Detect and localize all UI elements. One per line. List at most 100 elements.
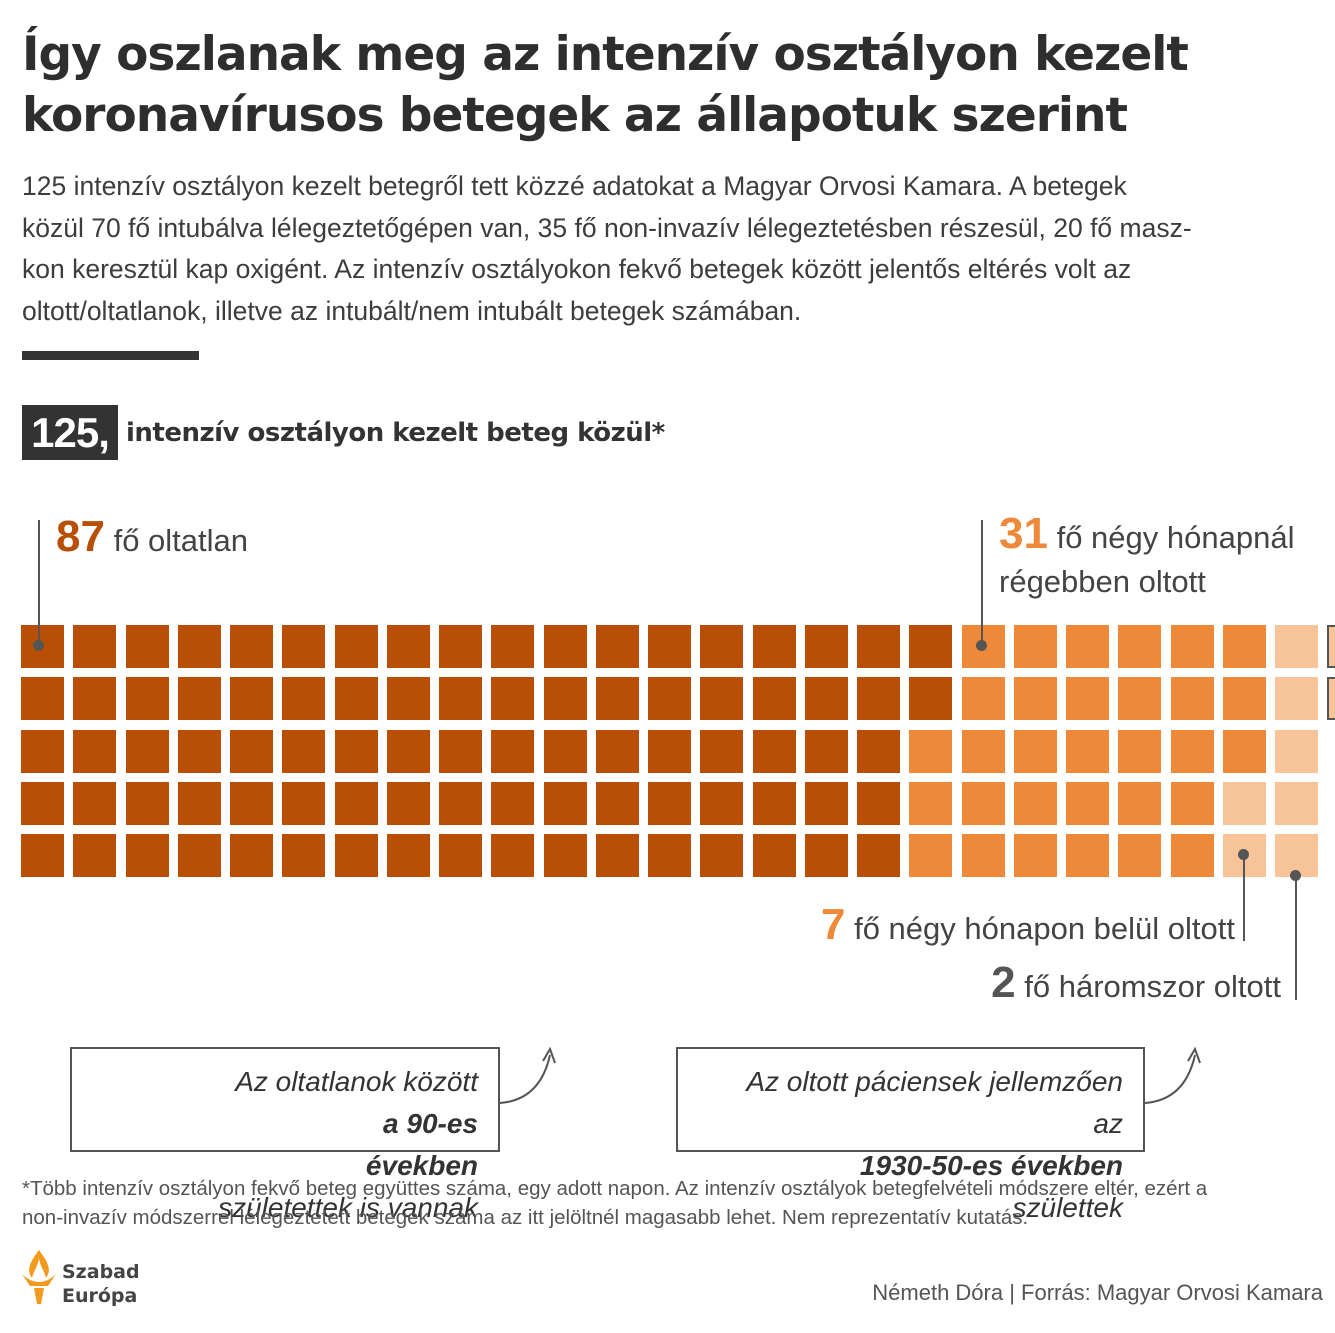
waffle-cell	[73, 677, 117, 721]
note-right-pre: az	[1093, 1108, 1123, 1139]
logo-wordmark: Szabad Európa	[62, 1260, 140, 1308]
waffle-cell	[230, 677, 273, 721]
waffle-cell	[804, 625, 848, 668]
waffle-cell	[1013, 729, 1057, 773]
title-line-2: koronavírusos betegek az állapotuk szeri…	[22, 88, 1128, 143]
waffle-cell	[21, 677, 64, 721]
footnote-line-2: non-invazív módszerrel lélegeztetett bet…	[22, 1206, 1029, 1229]
waffle-cell	[1066, 625, 1109, 668]
waffle-cell	[804, 834, 848, 877]
waffle-cell	[543, 677, 587, 721]
waffle-cell	[804, 677, 848, 721]
waffle-cell	[73, 834, 117, 877]
callout-old-number: 31	[999, 509, 1048, 558]
waffle-cell	[700, 834, 744, 877]
leader-dot-recent	[1238, 849, 1249, 860]
waffle-cell	[177, 729, 221, 773]
waffle-cell	[230, 625, 273, 668]
callout-recent-vaccinated: 7 fő négy hónapon belül oltott	[821, 900, 1235, 950]
waffle-cell	[125, 834, 169, 877]
waffle-cell	[439, 834, 482, 877]
waffle-cell	[282, 677, 326, 721]
callout-old-label-2: régebben oltott	[999, 564, 1206, 599]
waffle-cell	[648, 729, 691, 773]
callout-unvaccinated-label: fő oltatlan	[113, 523, 249, 558]
waffle-cell	[804, 729, 848, 773]
waffle-cell	[543, 834, 587, 877]
waffle-cell	[543, 625, 587, 668]
callout-three-doses: 2 fő háromszor oltott	[991, 958, 1281, 1008]
waffle-cell	[595, 834, 639, 877]
leader-dot-three	[1290, 870, 1301, 881]
waffle-cell	[1222, 625, 1266, 668]
waffle-cell	[230, 834, 273, 877]
footnote-line-1: *Több intenzív osztályon fekvő beteg egy…	[22, 1177, 1208, 1200]
waffle-cell	[386, 834, 430, 877]
waffle-cell	[1013, 625, 1057, 668]
waffle-cell	[230, 781, 273, 825]
waffle-cell	[1170, 625, 1214, 668]
waffle-cell	[648, 781, 691, 825]
intro-line-1: 125 intenzív osztályon kezelt betegről t…	[22, 171, 1127, 201]
waffle-cell	[177, 677, 221, 721]
waffle-cell	[1066, 781, 1109, 825]
waffle-cell	[491, 677, 535, 721]
credit-source: Németh Dóra | Forrás: Magyar Orvosi Kama…	[872, 1280, 1323, 1305]
waffle-cell	[595, 781, 639, 825]
waffle-cell	[1327, 677, 1335, 721]
waffle-cell	[752, 729, 796, 773]
waffle-cell	[857, 781, 900, 825]
note-left-bold2: években	[365, 1150, 478, 1181]
logo-line-1: Szabad	[62, 1261, 140, 1283]
waffle-cell	[1118, 834, 1162, 877]
waffle-cell	[595, 677, 639, 721]
waffle-cell	[386, 677, 430, 721]
waffle-cell	[961, 781, 1005, 825]
waffle-cell	[1118, 729, 1162, 773]
waffle-cell	[21, 781, 64, 825]
note-left-bold1: a 90-es	[383, 1108, 478, 1139]
intro-line-4: oltott/oltatlanok, illetve az intubált/n…	[22, 295, 802, 326]
waffle-cell	[1275, 625, 1318, 668]
waffle-cell	[491, 781, 535, 825]
callout-unvaccinated-number: 87	[56, 512, 105, 561]
note-left-pre: Az oltatlanok között	[235, 1066, 478, 1097]
waffle-cell	[909, 781, 953, 825]
waffle-cell	[1013, 781, 1057, 825]
waffle-cell	[282, 834, 326, 877]
waffle-cell	[961, 729, 1005, 773]
waffle-cell	[700, 677, 744, 721]
note-right-line1: Az oltott páciensek jellemzően	[746, 1066, 1123, 1097]
callout-unvaccinated: 87 fő oltatlan	[56, 512, 248, 562]
waffle-cell	[21, 834, 64, 877]
waffle-cell	[1170, 677, 1214, 721]
waffle-cell	[282, 781, 326, 825]
waffle-cell	[439, 677, 482, 721]
waffle-cell	[21, 729, 64, 773]
waffle-cell	[752, 834, 796, 877]
waffle-cell	[700, 729, 744, 773]
waffle-cell	[1118, 677, 1162, 721]
waffle-cell	[543, 729, 587, 773]
waffle-cell	[282, 625, 326, 668]
waffle-cell	[386, 625, 430, 668]
waffle-cell	[1013, 677, 1057, 721]
waffle-cell	[1066, 729, 1109, 773]
callout-recent-label: fő négy hónapon belül oltott	[854, 911, 1235, 946]
waffle-cell	[386, 729, 430, 773]
note-left-post: születettek is vannak	[218, 1192, 478, 1223]
waffle-cell	[648, 625, 691, 668]
waffle-cell	[282, 729, 326, 773]
waffle-cell	[73, 729, 117, 773]
waffle-cell	[804, 781, 848, 825]
waffle-cell	[857, 625, 900, 668]
callout-old-vaccinated: 31 fő négy hónapnál régebben oltott	[999, 512, 1294, 604]
waffle-cell	[752, 781, 796, 825]
note-right-bold: 1930-50-es években	[859, 1150, 1123, 1181]
waffle-cell	[491, 834, 535, 877]
waffle-cell	[439, 625, 482, 668]
waffle-cell	[1118, 625, 1162, 668]
note-box-unvaccinated: Az oltatlanok között a 90-es években szü…	[70, 1047, 500, 1223]
total-badge: 125,	[22, 405, 118, 460]
waffle-cell	[1170, 729, 1214, 773]
